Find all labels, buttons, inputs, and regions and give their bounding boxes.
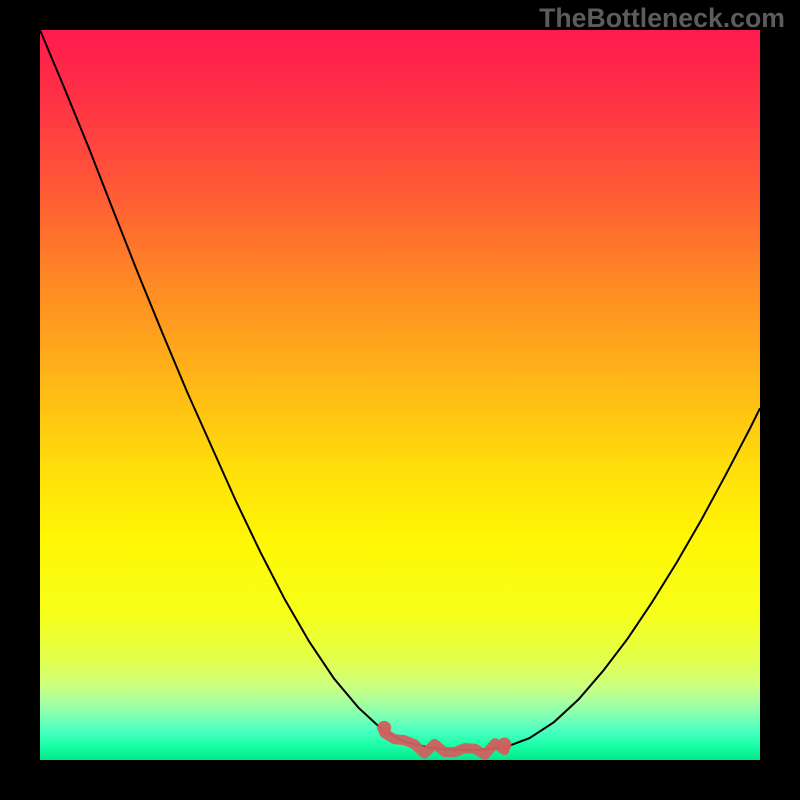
bottleneck-chart <box>0 0 800 800</box>
optimum-marker-endcap <box>377 721 391 735</box>
plot-background <box>40 30 760 760</box>
watermark-text: TheBottleneck.com <box>539 3 785 34</box>
chart-container: TheBottleneck.com <box>0 0 800 800</box>
optimum-marker-endcap <box>497 738 511 752</box>
